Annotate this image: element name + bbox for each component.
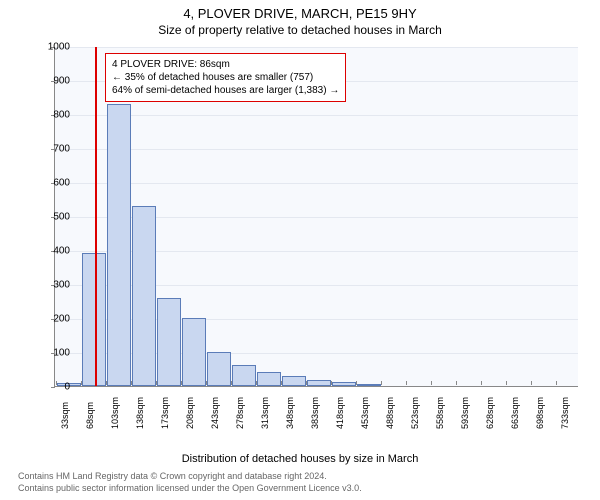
y-tick-label: 100 (40, 348, 70, 359)
annotation-box: 4 PLOVER DRIVE: 86sqm ← 35% of detached … (105, 53, 346, 102)
x-tick-label: 243sqm (210, 397, 220, 429)
x-tick-mark (356, 381, 357, 385)
x-tick-mark (131, 381, 132, 385)
gridline (55, 149, 578, 150)
x-tick-mark (281, 381, 282, 385)
x-tick-mark (431, 381, 432, 385)
x-tick-mark (406, 381, 407, 385)
histogram-bar (357, 384, 381, 386)
y-tick-label: 1000 (40, 42, 70, 53)
x-tick-mark (231, 381, 232, 385)
x-tick-label: 593sqm (460, 397, 470, 429)
gridline (55, 47, 578, 48)
x-tick-mark (156, 381, 157, 385)
histogram-bar (257, 372, 281, 386)
x-tick-mark (481, 381, 482, 385)
y-tick-label: 900 (40, 76, 70, 87)
x-tick-label: 628sqm (485, 397, 495, 429)
y-tick-label: 800 (40, 110, 70, 121)
y-tick-label: 500 (40, 212, 70, 223)
chart-area: Number of detached properties 4 PLOVER D… (0, 41, 600, 451)
x-tick-label: 733sqm (560, 397, 570, 429)
y-tick-label: 300 (40, 280, 70, 291)
x-tick-label: 138sqm (135, 397, 145, 429)
x-tick-mark (56, 381, 57, 385)
x-tick-label: 278sqm (235, 397, 245, 429)
x-tick-label: 663sqm (510, 397, 520, 429)
histogram-bar (107, 104, 131, 386)
gridline (55, 115, 578, 116)
x-tick-label: 698sqm (535, 397, 545, 429)
x-tick-label: 313sqm (260, 397, 270, 429)
footer-line2: Contains public sector information licen… (18, 483, 600, 495)
histogram-bar (332, 382, 356, 386)
y-tick-label: 400 (40, 246, 70, 257)
x-tick-label: 348sqm (285, 397, 295, 429)
x-tick-mark (106, 381, 107, 385)
page-title: 4, PLOVER DRIVE, MARCH, PE15 9HY (0, 0, 600, 21)
x-tick-label: 523sqm (410, 397, 420, 429)
y-tick-label: 200 (40, 314, 70, 325)
page-subtitle: Size of property relative to detached ho… (0, 21, 600, 41)
x-tick-mark (81, 381, 82, 385)
gridline (55, 183, 578, 184)
x-tick-label: 173sqm (160, 397, 170, 429)
x-tick-label: 453sqm (360, 397, 370, 429)
annot-line3: 64% of semi-detached houses are larger (… (112, 84, 339, 97)
x-tick-label: 33sqm (60, 402, 70, 429)
x-axis-label: Distribution of detached houses by size … (0, 451, 600, 465)
x-tick-label: 103sqm (110, 397, 120, 429)
plot-region: 4 PLOVER DRIVE: 86sqm ← 35% of detached … (54, 47, 578, 387)
y-tick-label: 600 (40, 178, 70, 189)
x-tick-label: 208sqm (185, 397, 195, 429)
histogram-bar (282, 376, 306, 386)
histogram-bar (132, 206, 156, 386)
x-tick-mark (556, 381, 557, 385)
histogram-bar (232, 365, 256, 386)
footer-line1: Contains HM Land Registry data © Crown c… (18, 471, 600, 483)
x-tick-mark (206, 381, 207, 385)
x-tick-mark (256, 381, 257, 385)
histogram-bar (307, 380, 331, 386)
y-tick-label: 700 (40, 144, 70, 155)
annot-line2: ← 35% of detached houses are smaller (75… (112, 71, 339, 84)
y-tick-label: 0 (40, 382, 70, 393)
histogram-bar (182, 318, 206, 386)
histogram-bar (207, 352, 231, 386)
x-tick-mark (181, 381, 182, 385)
x-tick-label: 488sqm (385, 397, 395, 429)
x-tick-mark (331, 381, 332, 385)
x-tick-mark (306, 381, 307, 385)
x-tick-label: 418sqm (335, 397, 345, 429)
x-tick-mark (531, 381, 532, 385)
x-tick-mark (506, 381, 507, 385)
marker-line (95, 47, 97, 386)
x-tick-label: 558sqm (435, 397, 445, 429)
annot-line1: 4 PLOVER DRIVE: 86sqm (112, 58, 339, 71)
histogram-bar (157, 298, 181, 386)
x-tick-label: 383sqm (310, 397, 320, 429)
footer: Contains HM Land Registry data © Crown c… (0, 465, 600, 494)
x-tick-mark (381, 381, 382, 385)
x-tick-label: 68sqm (85, 402, 95, 429)
x-tick-mark (456, 381, 457, 385)
